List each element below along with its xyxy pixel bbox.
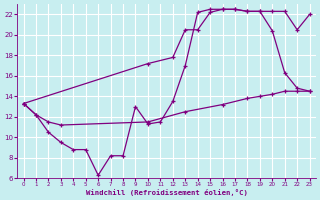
X-axis label: Windchill (Refroidissement éolien,°C): Windchill (Refroidissement éolien,°C)	[86, 189, 248, 196]
